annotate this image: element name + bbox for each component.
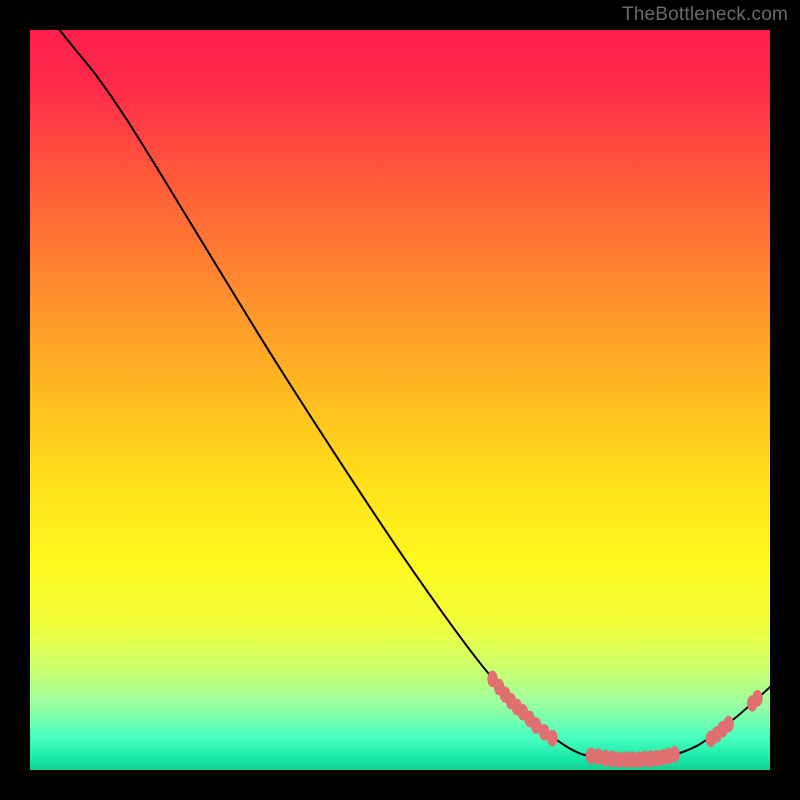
bottleneck-curve [60,30,770,760]
data-markers [487,671,762,768]
watermark-text: TheBottleneck.com [622,4,788,26]
data-marker [547,730,557,747]
data-marker [752,690,762,707]
data-marker [723,716,733,733]
data-marker [669,746,679,763]
plot-area [30,30,770,770]
chart-svg [30,30,770,770]
canvas: TheBottleneck.com [0,0,800,800]
